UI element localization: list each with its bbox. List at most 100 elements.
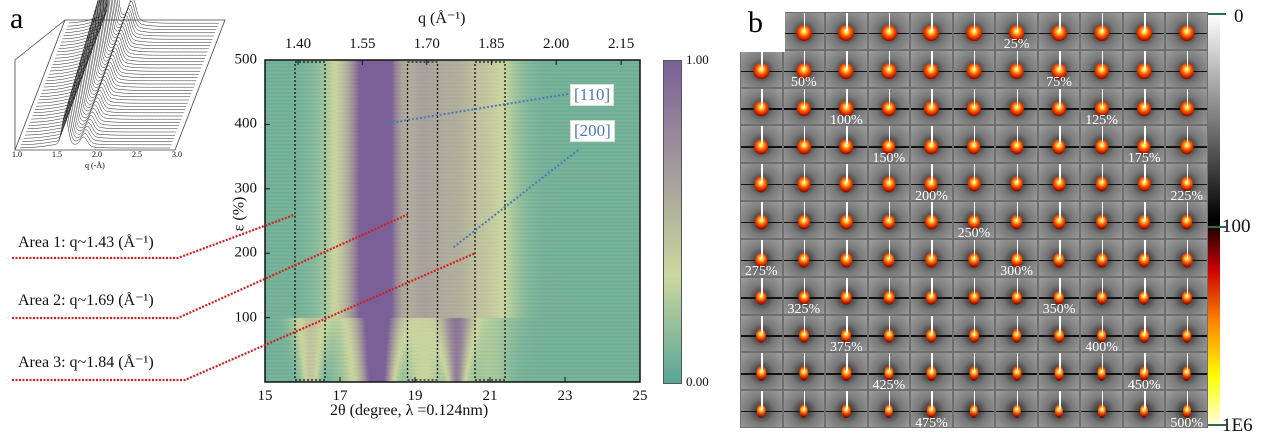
diffraction-pattern-cell xyxy=(782,12,826,50)
diffraction-pattern-cell xyxy=(867,238,911,277)
inset-spectrum-line xyxy=(42,35,193,91)
diffraction-pattern-cell: 150% xyxy=(867,125,911,166)
inset-spectrum-line xyxy=(59,0,210,46)
strain-label: 125% xyxy=(1085,112,1118,128)
inset-frame xyxy=(14,19,226,151)
diffraction-pattern-cell: 275% xyxy=(740,238,783,280)
diffraction-pattern-cell xyxy=(952,163,996,202)
diffraction-pattern-cell xyxy=(952,390,996,428)
diffraction-pattern-cell xyxy=(1165,352,1208,391)
inset-spectrum-line xyxy=(58,0,209,50)
diffraction-pattern-cell xyxy=(1037,390,1081,428)
diffraction-pattern-cell xyxy=(740,390,783,428)
diffraction-pattern-cell: 475% xyxy=(910,390,953,431)
colorbar-a-max: 1.00 xyxy=(686,52,709,67)
inset-spectrum-line xyxy=(52,1,203,66)
diffraction-pattern-cell xyxy=(782,163,826,202)
diffraction-pattern-cell xyxy=(740,352,783,391)
diffraction-pattern-cell xyxy=(867,12,911,50)
diffraction-pattern-cell xyxy=(995,201,1038,239)
diffraction-pattern-cell: 500% xyxy=(1165,390,1208,431)
strain-label: 300% xyxy=(1000,264,1033,280)
diffraction-pattern-cell xyxy=(1037,352,1081,391)
x2-tick-label: 1.85 xyxy=(478,36,505,52)
diffraction-pattern-cell xyxy=(867,163,911,202)
strain-label: 325% xyxy=(787,302,821,318)
inset-spectrum-line xyxy=(51,5,202,69)
x-tick-label: 15 xyxy=(257,388,273,404)
diffraction-pattern-cell: 450% xyxy=(1122,352,1166,393)
inset-x-tick-label: 2.5 xyxy=(132,150,142,159)
diffraction-pattern-cell xyxy=(1080,238,1123,277)
diffraction-pattern-cell xyxy=(825,352,868,391)
inset-xlabel: q (-Å) xyxy=(85,161,105,170)
inset-spectrum-line xyxy=(64,0,215,34)
colorbar-b-label-1e6: 1E6 xyxy=(1222,415,1253,436)
diffraction-pattern-cell xyxy=(952,238,996,277)
colorbar-b-label-0: 0 xyxy=(1234,6,1244,27)
x2-tick-label: 1.40 xyxy=(284,36,312,52)
inset-spectrum-line xyxy=(63,0,214,37)
diffraction-pattern-cell xyxy=(1165,201,1208,239)
diffraction-pattern-cell xyxy=(1122,201,1166,239)
panel-a-letter: a xyxy=(10,2,24,35)
diffraction-pattern-cell xyxy=(952,352,996,391)
diffraction-pattern-cell: 200% xyxy=(910,163,953,204)
area-box-3 xyxy=(474,61,506,381)
diffraction-pattern-cell xyxy=(995,314,1038,353)
diffraction-pattern-cell xyxy=(740,87,783,126)
diffraction-pattern-cell: 350% xyxy=(1037,276,1081,317)
diffraction-pattern-cell xyxy=(867,49,911,88)
diffraction-pattern-cell xyxy=(910,87,953,126)
diffraction-pattern-cell xyxy=(782,87,826,126)
diffraction-pattern-cell xyxy=(867,201,911,239)
diffraction-pattern-cell xyxy=(995,49,1038,88)
diffraction-pattern-cell xyxy=(782,201,826,239)
diffraction-pattern-cell xyxy=(1080,125,1123,164)
arrow-110 xyxy=(381,93,569,126)
strain-label: 400% xyxy=(1085,339,1118,355)
y-tick-label: 400 xyxy=(234,115,258,132)
diffraction-pattern-cell xyxy=(1165,238,1208,277)
diffraction-pattern-cell: 225% xyxy=(1165,163,1208,204)
arrow-200 xyxy=(451,149,579,249)
diffraction-pattern-cell: 175% xyxy=(1122,125,1166,166)
inset-spectrum-line xyxy=(54,0,205,59)
diffraction-pattern-cell xyxy=(995,276,1038,315)
diffraction-pattern-cell xyxy=(867,87,911,126)
inset-spectrum-line xyxy=(56,0,207,56)
inset-frame-edge xyxy=(14,19,66,61)
heatmap-overlay xyxy=(12,59,641,383)
diffraction-pattern-cell xyxy=(740,125,783,164)
diffraction-pattern-cell xyxy=(910,276,953,315)
inset-spectrum-line xyxy=(67,0,218,27)
inset-spectrum-line xyxy=(44,27,195,85)
colorbar-b-label-100: 100 xyxy=(1222,216,1251,237)
diffraction-pattern-cell xyxy=(1037,12,1081,50)
strain-label: 275% xyxy=(744,264,778,280)
inset-x-tick-label: 1.5 xyxy=(52,150,62,159)
diffraction-pattern-cell: 100% xyxy=(825,87,868,128)
inset-spectrum-line xyxy=(38,48,189,101)
diffraction-pattern-cell xyxy=(1037,201,1081,239)
diffraction-pattern-cell xyxy=(1080,163,1123,202)
strain-label: 0% xyxy=(751,37,771,53)
strain-label: 475% xyxy=(915,415,948,431)
diffraction-pattern-cell xyxy=(1037,125,1081,164)
diffraction-pattern-cell xyxy=(995,87,1038,126)
diffraction-pattern-cell xyxy=(1037,163,1081,202)
inset-spectrum-line xyxy=(24,95,175,136)
area-2-leader-line xyxy=(12,213,408,320)
diffraction-pattern-cell xyxy=(867,276,911,315)
plot-frame xyxy=(264,59,641,383)
inset-spectrum-line xyxy=(61,0,212,43)
strain-label: 200% xyxy=(915,188,948,204)
diffraction-pattern-cell xyxy=(1080,49,1123,88)
diffraction-pattern-cell xyxy=(1165,276,1208,315)
x-tick-label: 25 xyxy=(632,388,648,404)
diffraction-pattern-cell xyxy=(825,163,868,202)
y-tick-label: 100 xyxy=(234,309,258,326)
x2-axis-label: q (Å⁻¹) xyxy=(418,10,466,27)
inset-spectrum-line xyxy=(57,0,208,53)
diffraction-pattern-cell xyxy=(910,49,953,88)
